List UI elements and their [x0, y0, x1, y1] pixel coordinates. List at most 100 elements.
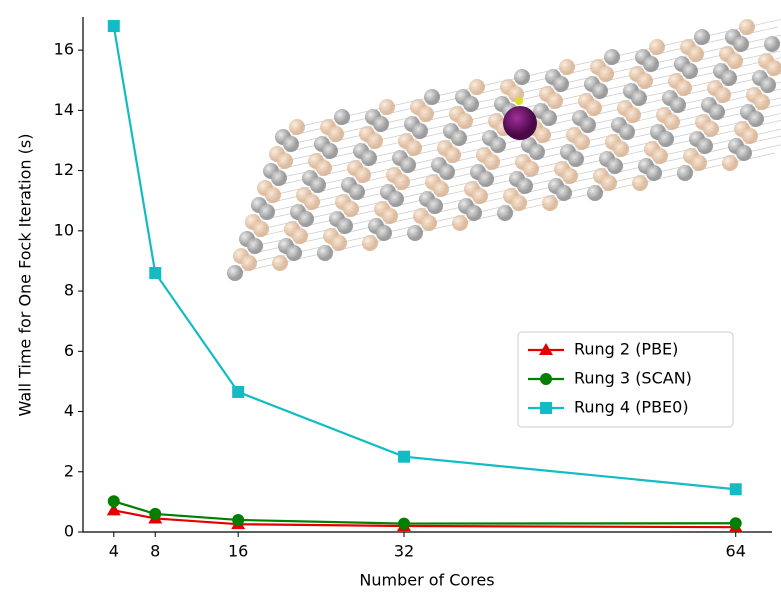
legend-label: Rung 3 (SCAN): [574, 369, 692, 388]
atom: [739, 19, 755, 35]
atom: [764, 36, 780, 52]
atom: [439, 164, 455, 180]
atom: [664, 114, 680, 130]
atom: [517, 178, 533, 194]
atom: [271, 170, 287, 186]
atom: [298, 211, 314, 227]
atom: [283, 136, 299, 152]
atom: [748, 111, 764, 127]
atom: [322, 143, 338, 159]
atom: [586, 100, 602, 116]
atom: [601, 175, 617, 191]
data-point: [107, 495, 120, 508]
y-tick-label: 2: [64, 461, 74, 480]
atom: [562, 168, 578, 184]
legend-label: Rung 4 (PBE0): [574, 398, 689, 417]
atom: [265, 187, 281, 203]
atom: [682, 63, 698, 79]
atom: [469, 79, 485, 95]
atom: [328, 126, 344, 142]
y-tick-label: 16: [54, 40, 74, 59]
atom: [547, 93, 563, 109]
atom: [722, 155, 738, 171]
atom: [472, 188, 488, 204]
atom: [742, 128, 758, 144]
atom: [646, 165, 662, 181]
atom: [407, 225, 423, 241]
atom: [367, 133, 383, 149]
data-point: [729, 517, 742, 530]
atom: [310, 177, 326, 193]
data-point: [232, 513, 245, 526]
y-tick-label: 4: [64, 401, 74, 420]
atom: [553, 76, 569, 92]
atom: [445, 147, 461, 163]
atom: [697, 138, 713, 154]
x-tick-label: 32: [394, 542, 414, 561]
atom: [484, 154, 500, 170]
atom: [292, 228, 308, 244]
x-tick-label: 8: [150, 542, 160, 561]
atom: [694, 29, 710, 45]
atom: [497, 205, 513, 221]
data-point: [232, 385, 245, 398]
atom: [362, 235, 378, 251]
atom: [316, 160, 332, 176]
y-axis-label: Wall Time for One Fock Iteration (s): [16, 134, 35, 417]
atom: [373, 116, 389, 132]
atom: [424, 89, 440, 105]
dopant-atom: [515, 97, 523, 105]
y-tick-label: 6: [64, 341, 74, 360]
atom: [490, 137, 506, 153]
atom: [253, 221, 269, 237]
atom: [631, 90, 647, 106]
atom: [412, 123, 428, 139]
atom: [334, 109, 350, 125]
atom: [658, 131, 674, 147]
atom: [688, 46, 704, 62]
atom: [331, 235, 347, 251]
data-point: [729, 483, 742, 496]
atom: [736, 145, 752, 161]
atom: [433, 181, 449, 197]
atom: [677, 165, 693, 181]
atom: [457, 113, 473, 129]
atom: [511, 195, 527, 211]
y-tick-label: 8: [64, 281, 74, 300]
atom: [523, 161, 539, 177]
x-tick-label: 16: [228, 542, 248, 561]
atom: [343, 201, 359, 217]
atom: [587, 185, 603, 201]
atom: [607, 158, 623, 174]
atom: [766, 60, 781, 76]
atom: [709, 104, 725, 120]
atom: [337, 218, 353, 234]
atom: [721, 70, 737, 86]
y-tick-label: 0: [64, 522, 74, 541]
atom: [733, 36, 749, 52]
atom: [715, 87, 731, 103]
atom: [400, 157, 416, 173]
data-point: [107, 20, 120, 33]
atom: [541, 110, 557, 126]
crystal-image: [227, 19, 781, 281]
atom: [376, 225, 392, 241]
atom: [643, 56, 659, 72]
atom: [277, 153, 293, 169]
atom: [703, 121, 719, 137]
atom: [394, 174, 410, 190]
atom: [676, 80, 692, 96]
atom: [604, 49, 620, 65]
atom: [727, 53, 743, 69]
atom: [361, 150, 377, 166]
atom: [286, 245, 302, 261]
data-point: [398, 450, 411, 463]
series-line: [113, 500, 736, 525]
legend-label: Rung 2 (PBE): [574, 340, 678, 359]
plot-area: 0 2 4 6 8 10 12 14 16 4 8 16 32 64: [54, 17, 772, 561]
atom: [652, 148, 668, 164]
atom: [247, 238, 263, 254]
atom: [637, 73, 653, 89]
atom: [691, 155, 707, 171]
